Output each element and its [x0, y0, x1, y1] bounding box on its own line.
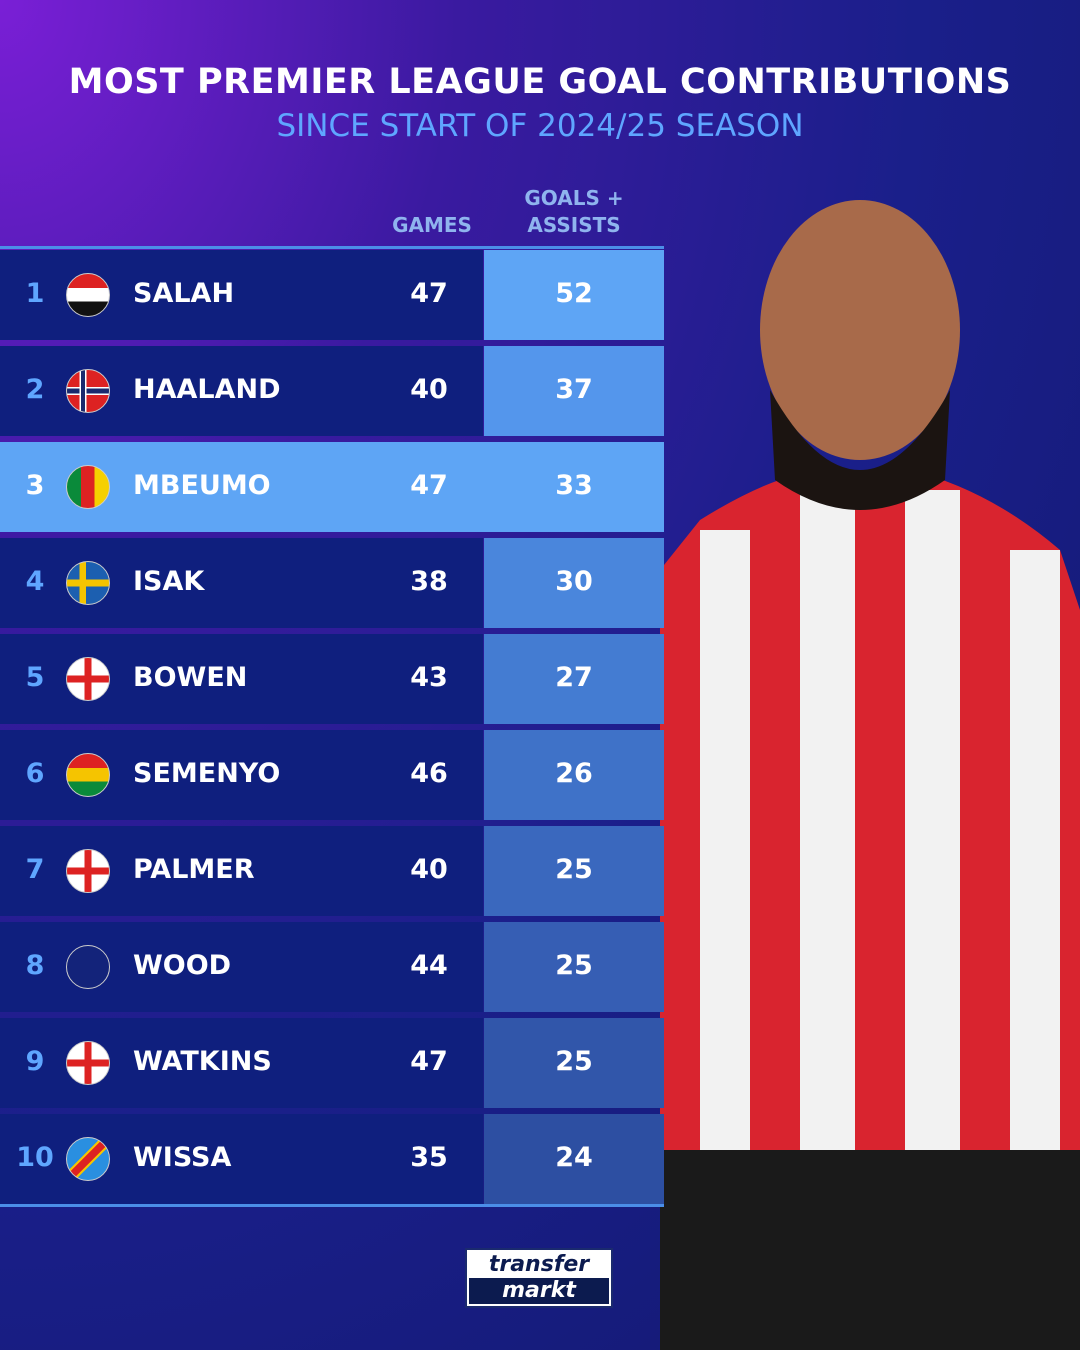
row-background — [0, 442, 664, 532]
games-value: 40 — [410, 854, 448, 885]
rank: 3 — [25, 470, 45, 501]
rank: 9 — [25, 1046, 45, 1077]
ga-cell: 25 — [484, 1018, 664, 1108]
games-value: 47 — [410, 470, 448, 501]
table-row: 33 3 MBEUMO 47 — [0, 442, 664, 532]
england-flag-icon — [66, 1041, 110, 1085]
games-value: 35 — [410, 1142, 448, 1173]
player-name: BOWEN — [133, 662, 248, 693]
ga-cell: 30 — [484, 538, 664, 628]
ga-cell: 33 — [484, 442, 664, 532]
games-value: 47 — [410, 1046, 448, 1077]
ga-value: 27 — [555, 662, 593, 693]
ga-cell: 26 — [484, 730, 664, 820]
ga-cell: 25 — [484, 826, 664, 916]
table-row: 24 10 WISSA 35 — [0, 1114, 664, 1204]
games-value: 43 — [410, 662, 448, 693]
player-name: HAALAND — [133, 374, 281, 405]
table-row: 25 8 WOOD 44 — [0, 922, 664, 1012]
player-name: WISSA — [133, 1142, 232, 1173]
england-flag-icon — [66, 849, 110, 893]
dr-congo-flag-icon — [66, 1137, 110, 1181]
table-row: 52 1 SALAH 47 — [0, 250, 664, 340]
ga-cell: 27 — [484, 634, 664, 724]
games-value: 46 — [410, 758, 448, 789]
cameroon-flag-icon — [66, 465, 110, 509]
ga-value: 37 — [555, 374, 593, 405]
subtitle: SINCE START OF 2024/25 SEASON — [276, 108, 804, 144]
player-name: SALAH — [133, 278, 235, 309]
ga-cell: 24 — [484, 1114, 664, 1204]
player-name: SEMENYO — [133, 758, 281, 789]
table-row: 37 2 HAALAND 40 — [0, 346, 664, 436]
rank: 1 — [25, 278, 45, 309]
table-row: 27 5 BOWEN 43 — [0, 634, 664, 724]
player-name: MBEUMO — [133, 470, 271, 501]
new-zealand-flag-icon — [66, 945, 110, 989]
rank: 4 — [25, 566, 45, 597]
ga-value: 25 — [555, 1046, 593, 1077]
ga-value: 24 — [555, 1142, 593, 1173]
rank: 10 — [16, 1142, 54, 1173]
ga-value: 25 — [555, 854, 593, 885]
player-photo — [660, 200, 1080, 1350]
sweden-flag-icon — [66, 561, 110, 605]
title: MOST PREMIER LEAGUE GOAL CONTRIBUTIONS — [68, 62, 1012, 102]
ga-cell: 37 — [484, 346, 664, 436]
table-row: 25 9 WATKINS 47 — [0, 1018, 664, 1108]
ghana-flag-icon — [66, 753, 110, 797]
player-name: WOOD — [133, 950, 232, 981]
games-value: 38 — [410, 566, 448, 597]
player-name: PALMER — [133, 854, 255, 885]
table-top-rule — [0, 246, 664, 249]
table-bottom-rule — [0, 1204, 664, 1207]
rank: 8 — [25, 950, 45, 981]
ga-header: GOALS + ASSISTS — [524, 186, 624, 237]
ga-value: 26 — [555, 758, 593, 789]
table-row: 26 6 SEMENYO 46 — [0, 730, 664, 820]
ga-cell: 25 — [484, 922, 664, 1012]
rank: 6 — [25, 758, 45, 789]
rank: 7 — [25, 854, 45, 885]
table-row: 30 4 ISAK 38 — [0, 538, 664, 628]
rank: 5 — [25, 662, 45, 693]
games-header: GAMES — [392, 213, 472, 237]
table-row: 25 7 PALMER 40 — [0, 826, 664, 916]
player-name: ISAK — [133, 566, 205, 597]
ga-cell: 52 — [484, 250, 664, 340]
ga-value: 25 — [555, 950, 593, 981]
egypt-flag-icon — [66, 273, 110, 317]
rank: 2 — [25, 374, 45, 405]
ga-value: 30 — [555, 566, 593, 597]
games-value: 47 — [410, 278, 448, 309]
games-value: 40 — [410, 374, 448, 405]
ga-value: 52 — [555, 278, 593, 309]
england-flag-icon — [66, 657, 110, 701]
transfermarkt-logo: transfer markt — [465, 1248, 613, 1308]
player-name: WATKINS — [133, 1046, 272, 1077]
norway-flag-icon — [66, 369, 110, 413]
games-value: 44 — [410, 950, 448, 981]
ga-value: 33 — [555, 470, 593, 501]
